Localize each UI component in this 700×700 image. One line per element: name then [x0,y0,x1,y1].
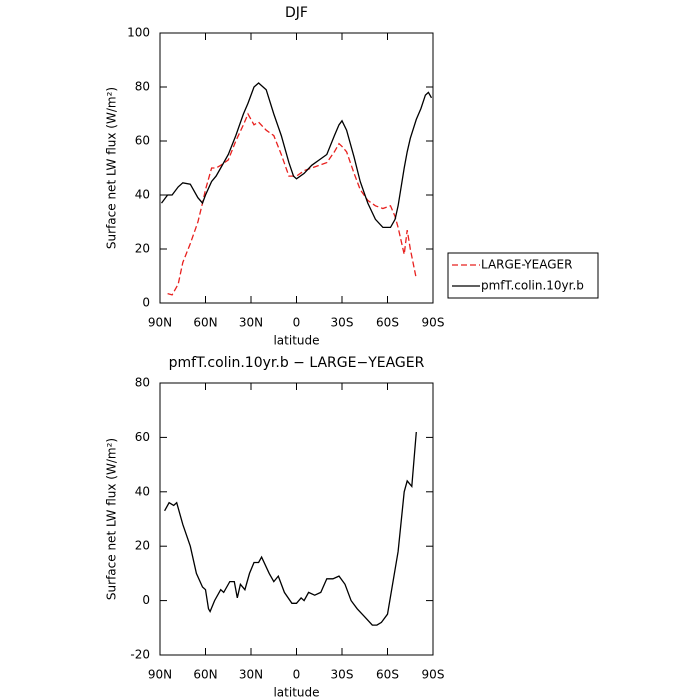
x-tick-label: 60S [376,316,399,330]
data-line [164,431,417,626]
x-tick-label: 90N [148,316,172,330]
x-tick-label: 90S [422,316,445,330]
x-tick-label: 0 [293,316,301,330]
x-tick-label: 60N [193,668,217,682]
y-tick-label: 100 [127,26,150,40]
x-tick-label: 60S [376,668,399,682]
x-tick-label: 60N [193,316,217,330]
x-axis-label: latitude [273,334,319,348]
y-axis-label: Surface net LW flux (W/m²) [105,438,119,600]
y-tick-label: 20 [135,242,150,256]
y-axis-label: Surface net LW flux (W/m²) [105,87,119,249]
x-tick-label: 30S [331,668,354,682]
y-tick-label: 80 [135,80,150,94]
y-tick-label: -20 [130,648,150,662]
y-tick-label: 40 [135,484,150,498]
y-tick-label: 40 [135,188,150,202]
y-tick-label: 0 [142,296,150,310]
plot-frame [159,32,434,304]
y-tick-label: 0 [142,593,150,607]
x-tick-label: 90N [148,668,172,682]
chart-title: pmfT.colin.10yr.b − LARGE−YEAGER [169,355,425,371]
legend-label: pmfT.colin.10yr.b [481,279,584,293]
legend-label: LARGE-YEAGER [481,258,572,272]
x-tick-label: 30N [239,668,263,682]
y-tick-label: 80 [135,376,150,390]
y-tick-label: 60 [135,134,150,148]
y-tick-label: 60 [135,430,150,444]
plot-frame [159,382,434,656]
data-line [160,82,433,229]
x-axis-label: latitude [273,686,319,700]
x-tick-label: 90S [422,668,445,682]
chart-title: DJF [285,5,308,21]
x-tick-label: 30S [331,316,354,330]
x-tick-label: 0 [293,668,301,682]
x-tick-label: 30N [239,316,263,330]
legend-box [447,252,599,299]
data-line [167,112,417,296]
y-tick-label: 20 [135,539,150,553]
